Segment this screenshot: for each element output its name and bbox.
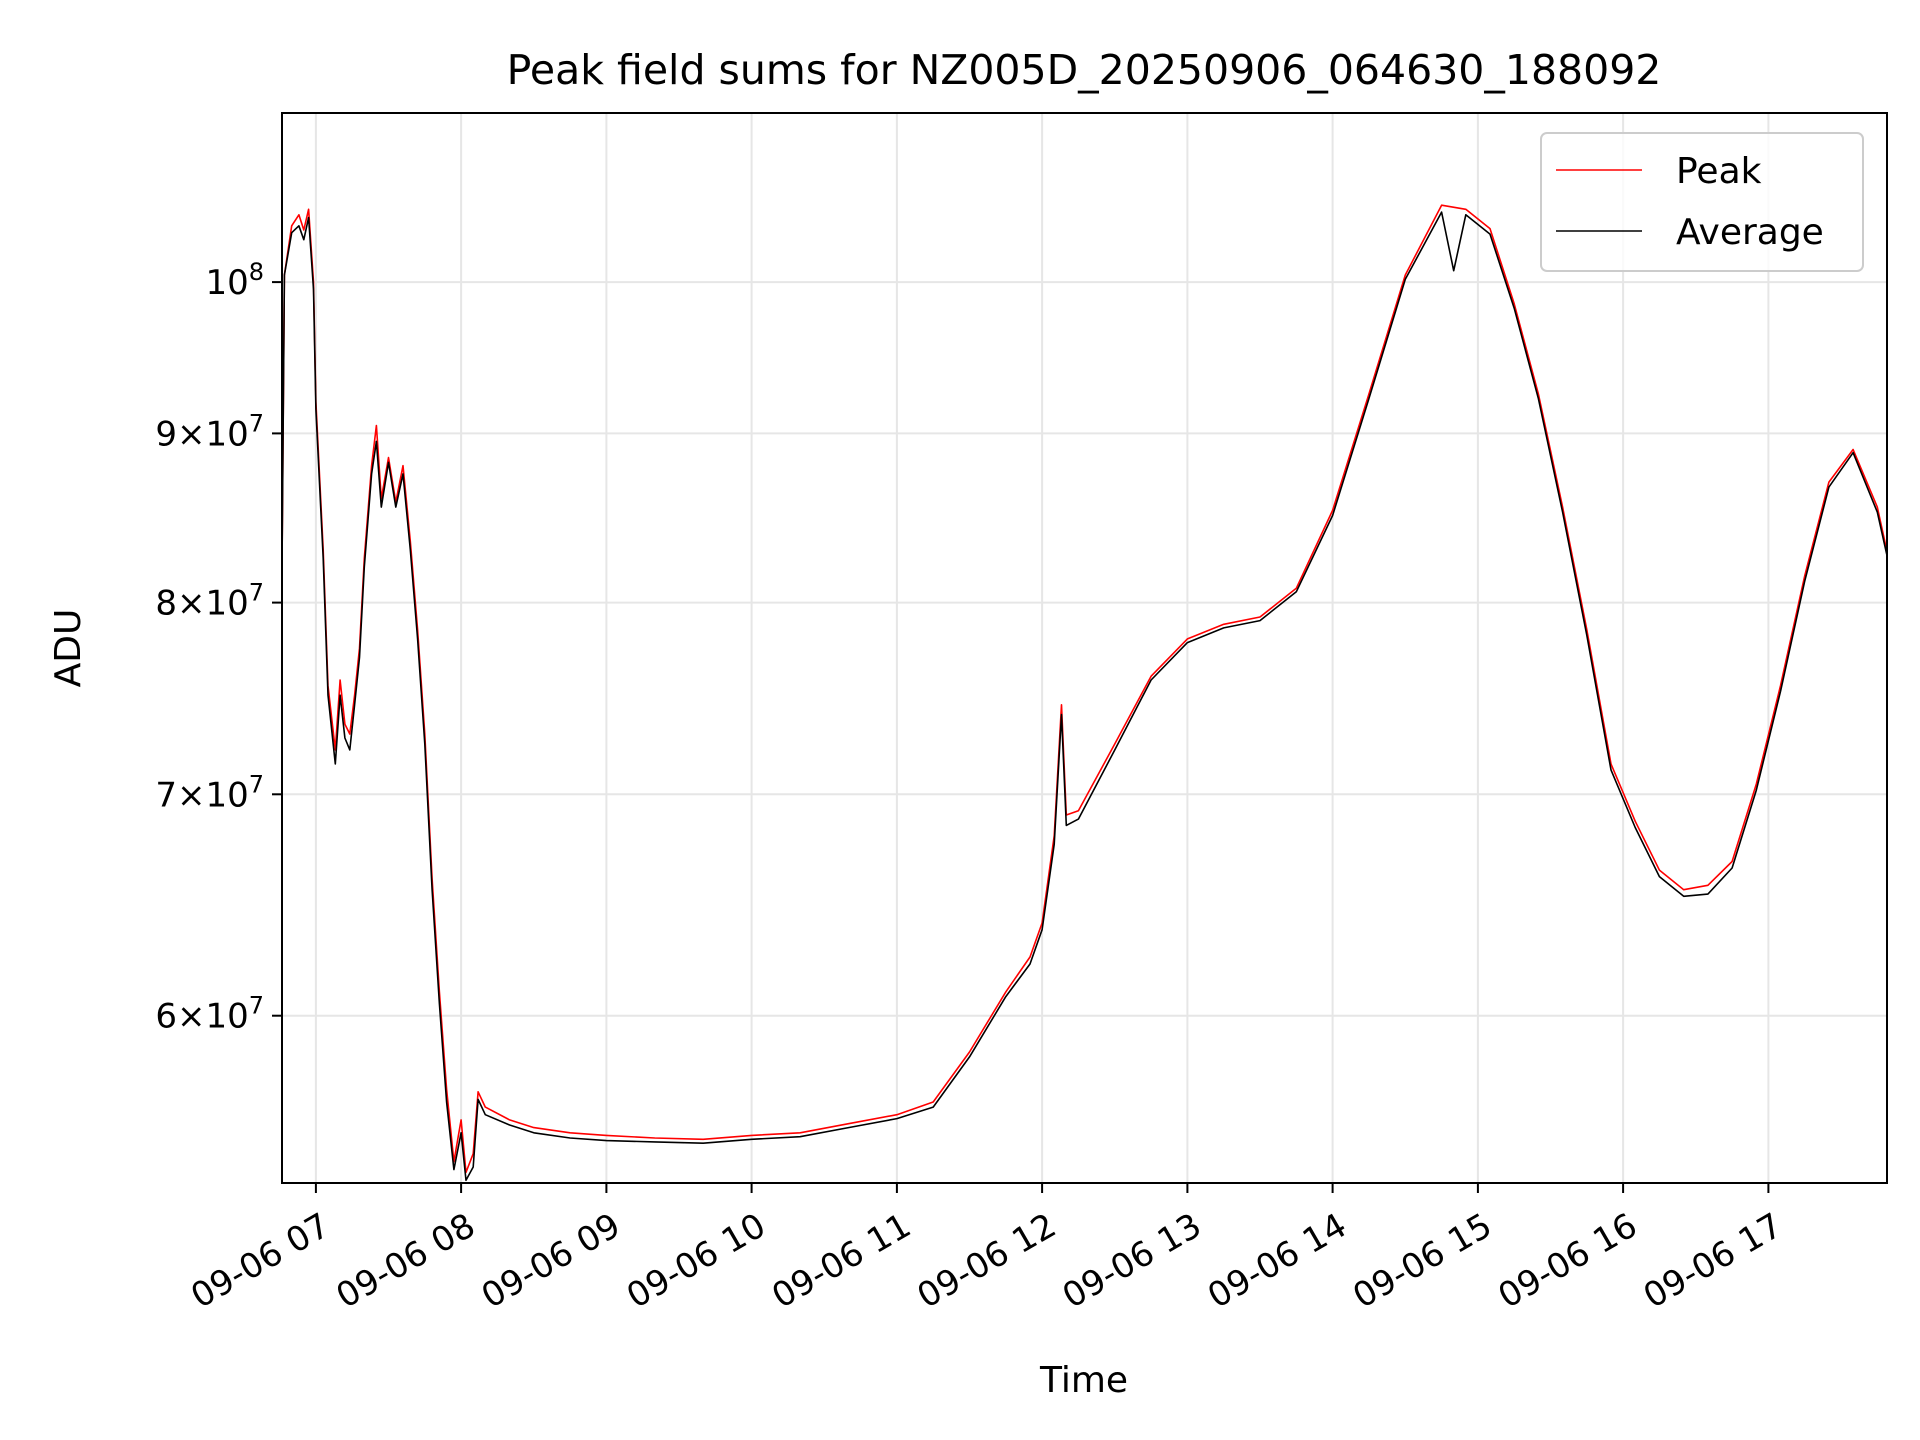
legend-average-label: Average bbox=[1676, 212, 1824, 253]
y-tick-label: 9×107 bbox=[155, 409, 264, 454]
series-layer bbox=[282, 204, 1887, 1182]
legend-box bbox=[1540, 132, 1864, 272]
plot-frame bbox=[281, 112, 1888, 1184]
y-tick-label: 8×107 bbox=[155, 579, 264, 624]
y-tick-label: 6×107 bbox=[155, 992, 264, 1037]
peak-series-line bbox=[282, 204, 1887, 1174]
legend-peak-label: Peak bbox=[1676, 151, 1762, 192]
legend: Peak Average bbox=[1540, 132, 1864, 272]
chart-title: Peak field sums for NZ005D_20250906_0646… bbox=[507, 46, 1662, 94]
x-axis-label: Time bbox=[1039, 1360, 1128, 1401]
average-series-line bbox=[282, 211, 1887, 1182]
y-tick-label: 7×107 bbox=[155, 770, 264, 815]
y-axis-label: ADU bbox=[48, 609, 89, 688]
grid bbox=[282, 113, 1887, 1183]
